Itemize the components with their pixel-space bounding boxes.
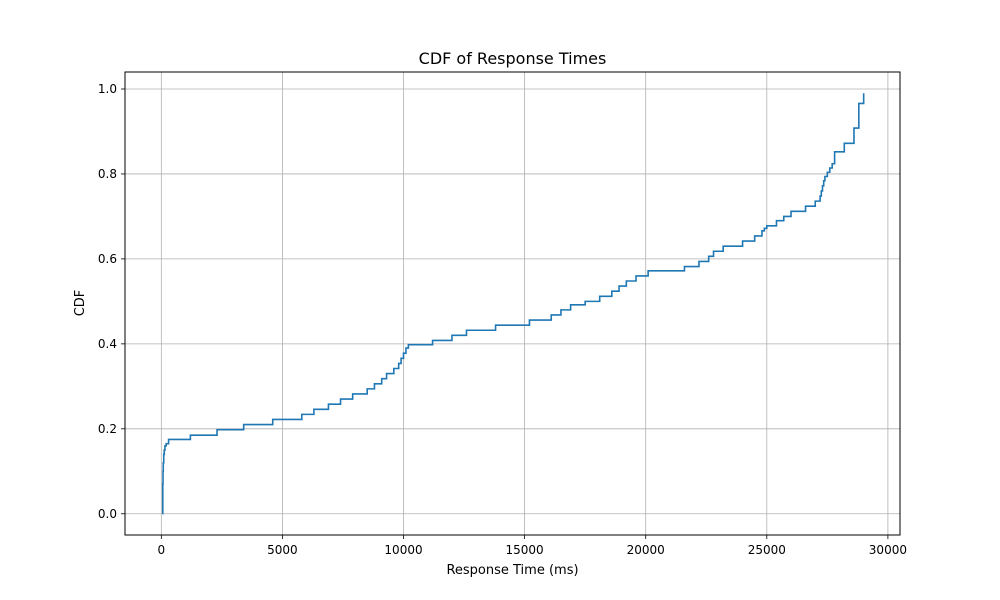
x-tick-label: 25000 [748,543,786,557]
y-tick-label: 0.4 [98,337,117,351]
series-layer [161,93,865,515]
chart-title: CDF of Response Times [419,49,607,68]
x-tick-label: 30000 [869,543,907,557]
cdf-series-line [161,93,865,515]
grid-lines [125,72,900,535]
y-tick-label: 0.0 [98,507,117,521]
y-tick-label: 0.6 [98,252,117,266]
x-tick-label: 5000 [267,543,298,557]
plot-frame [124,71,901,536]
y-axis-ticks: 0.0 0.2 0.4 0.6 0.8 1.0 [98,82,125,521]
x-axis-ticks: 0 5000 10000 15000 20000 25000 30000 [158,535,907,557]
y-tick-label: 0.8 [98,167,117,181]
y-axis-title: CDF [73,290,88,317]
x-tick-label: 20000 [627,543,665,557]
y-tick-label: 1.0 [98,82,117,96]
x-tick-label: 15000 [506,543,544,557]
x-axis-title: Response Time (ms) [446,563,578,578]
x-tick-label: 10000 [384,543,422,557]
y-tick-label: 0.2 [98,422,117,436]
x-tick-label: 0 [158,543,166,557]
